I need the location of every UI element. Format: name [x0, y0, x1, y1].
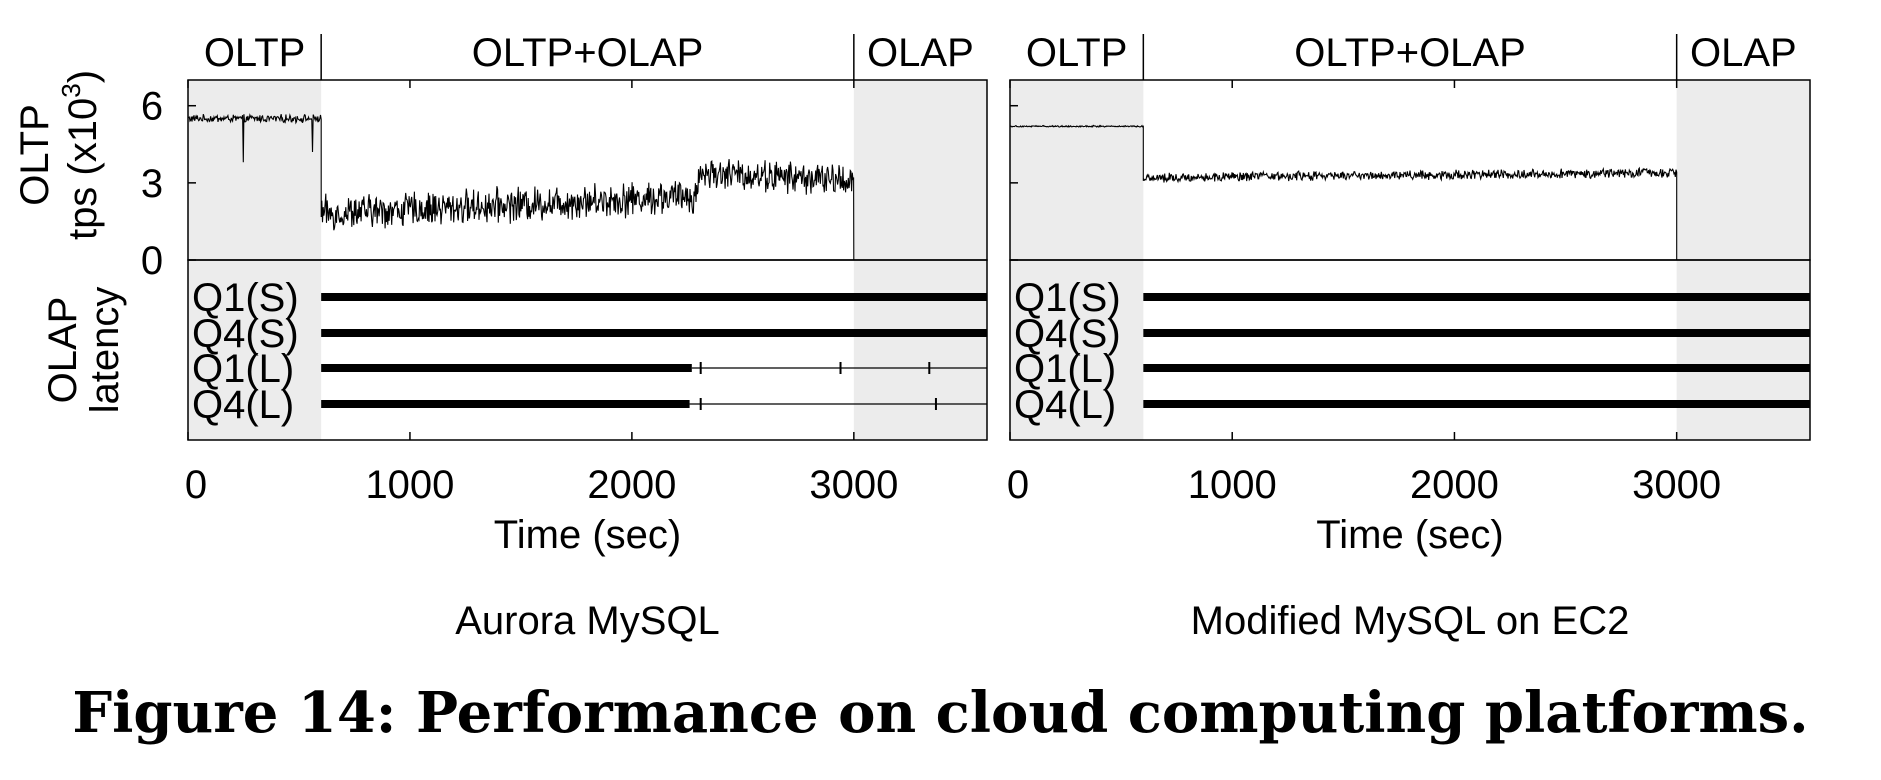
latency-label-0: Q1(S) [192, 276, 299, 320]
phase-label-1: OLTP+OLAP [1294, 31, 1526, 75]
latency-label-0: Q1(S) [1014, 276, 1121, 320]
xtick-label-0: 0 [185, 463, 207, 507]
series-oltp-tps-line [187, 113, 855, 261]
latency-frame [1009, 259, 1811, 441]
ylabel-tps-close: ) [61, 70, 105, 83]
figure-caption: Figure 14: Performance on cloud computin… [72, 680, 1809, 746]
latency-label-2: Q1(L) [1014, 347, 1116, 391]
panel-modified-mysql-ec2: OLTP OLTP+OLAP OLAP 0 1000 2000 3000 Q1(S)Q4(S)… [1007, 31, 1811, 643]
xtick-label-3000: 3000 [1632, 463, 1721, 507]
ytick-label-0: 0 [141, 239, 163, 283]
ylabel-oltp: OLTP [13, 104, 57, 206]
latency-label-2: Q1(L) [192, 347, 294, 391]
series-oltp-tps-line [1009, 124, 1678, 260]
phase-label-2: OLAP [1690, 31, 1797, 75]
phase-label-0: OLTP [204, 31, 306, 75]
latency-label-1: Q4(S) [1014, 312, 1121, 356]
xtick-label-3000: 3000 [809, 463, 898, 507]
ylabel-latency: latency [83, 287, 127, 414]
xlabel: Time (sec) [1316, 513, 1503, 557]
xtick-label-0: 0 [1007, 463, 1029, 507]
xtick-label-1000: 1000 [1188, 463, 1277, 507]
panel-subtitle: Aurora MySQL [455, 599, 720, 643]
y-axis-labels: OLTP tps (x103) OLAP latency [13, 70, 127, 413]
phase-label-1: OLTP+OLAP [472, 31, 704, 75]
latency-label-1: Q4(S) [192, 312, 299, 356]
phase-label-2: OLAP [867, 31, 974, 75]
latency-label-3: Q4(L) [1014, 383, 1116, 427]
xtick-label-2000: 2000 [587, 463, 676, 507]
ylabel-tps-sup: 3 [56, 83, 86, 97]
ytick-label-6: 6 [141, 85, 163, 129]
xtick-label-1000: 1000 [365, 463, 454, 507]
xlabel: Time (sec) [494, 513, 681, 557]
panel-subtitle: Modified MySQL on EC2 [1191, 599, 1630, 643]
ytick-label-3: 3 [141, 162, 163, 206]
phase-label-0: OLTP [1026, 31, 1128, 75]
ylabel-tps-text: tps (x10 [61, 98, 105, 240]
ylabel-olap: OLAP [41, 297, 85, 404]
xtick-label-2000: 2000 [1410, 463, 1499, 507]
latency-frame [187, 259, 988, 441]
latency-label-3: Q4(L) [192, 383, 294, 427]
ylabel-tps: tps (x103) [56, 70, 105, 240]
